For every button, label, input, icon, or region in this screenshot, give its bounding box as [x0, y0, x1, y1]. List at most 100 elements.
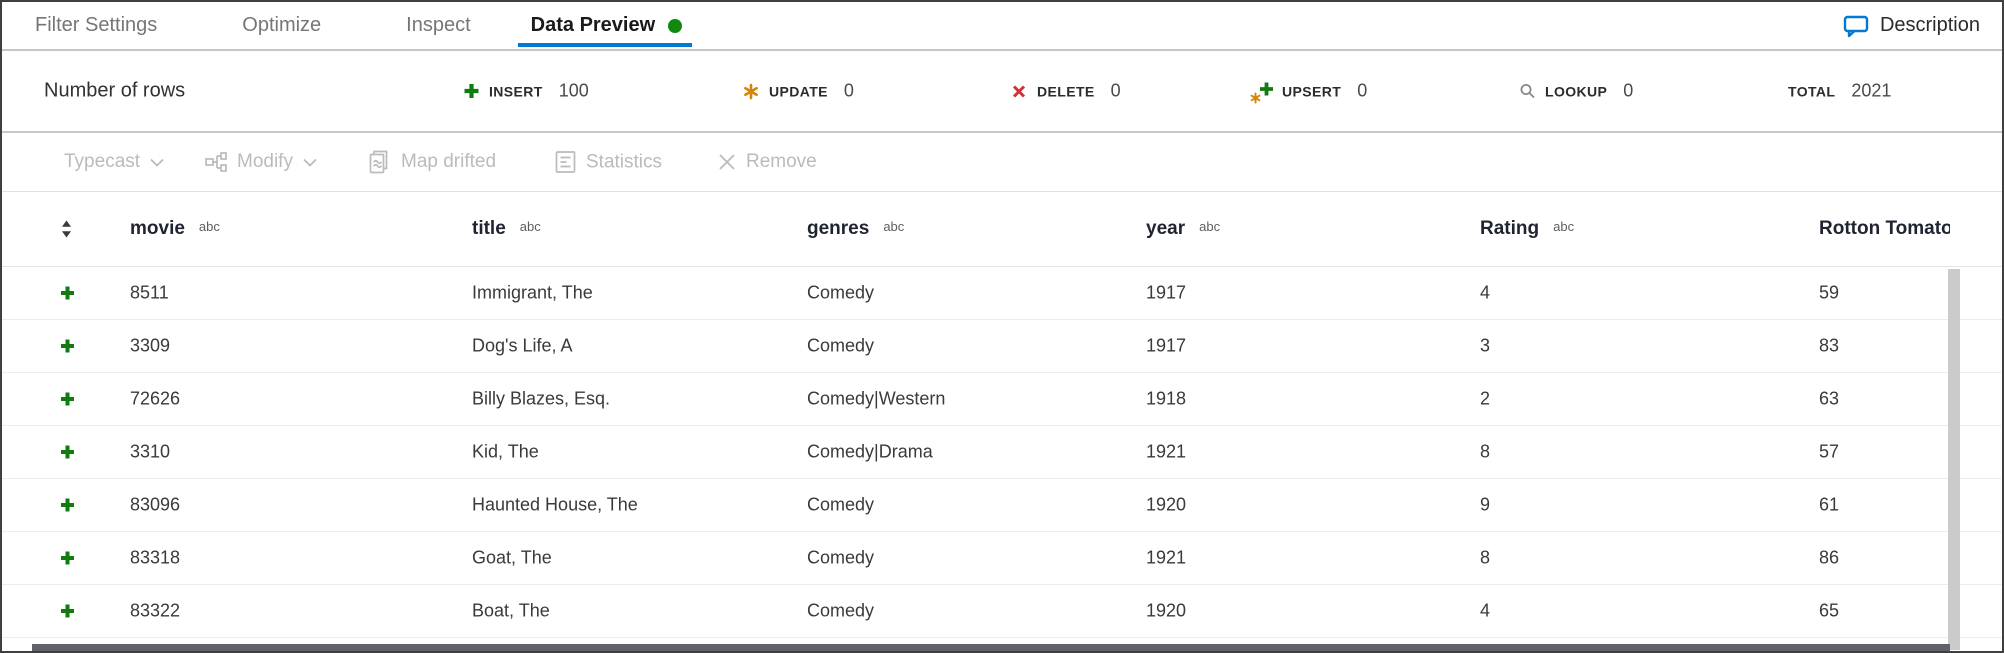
table-row: 3310 Kid, The Comedy|Drama 1921 8 57 [2, 426, 2002, 479]
map-drifted-label: Map drifted [401, 151, 497, 172]
cell-rating: 4 [1480, 282, 1491, 303]
column-header-movie[interactable]: movie abc [130, 218, 220, 239]
insert-plus-icon [462, 82, 480, 100]
cell-rotton: 86 [1819, 547, 1840, 568]
update-stat: UPDATE 0 [742, 81, 854, 102]
cell-rotton: 61 [1819, 494, 1840, 515]
insert-row-marker-icon [60, 445, 75, 460]
cell-year: 1921 [1146, 441, 1187, 462]
lookup-value: 0 [1623, 80, 1634, 101]
statistics-label: Statistics [586, 151, 663, 172]
delete-value: 0 [1110, 80, 1121, 101]
cell-genres: Comedy|Western [807, 388, 946, 409]
tab-filter-settings[interactable]: Filter Settings [35, 14, 158, 36]
insert-value: 100 [558, 80, 589, 101]
column-header-rating[interactable]: Rating abc [1480, 218, 1575, 239]
row-stats-bar: Number of rows INSERT 100 UPDATE 0 [2, 51, 2002, 133]
cell-title: Goat, The [472, 547, 552, 568]
cell-rotton: 65 [1819, 600, 1840, 621]
cell-movie: 83322 [130, 600, 181, 621]
tab-optimize[interactable]: Optimize [242, 14, 322, 36]
update-value: 0 [843, 80, 854, 101]
vertical-scrollbar[interactable] [1948, 269, 1960, 650]
insert-row-marker-icon [60, 498, 75, 513]
table-row: 83096 Haunted House, The Comedy 1920 9 6… [2, 479, 2002, 532]
table-row: 83318 Goat, The Comedy 1921 8 86 [2, 532, 2002, 585]
sort-control[interactable] [60, 220, 73, 239]
type-badge-abc: abc [883, 218, 905, 234]
cell-rotton: 57 [1819, 441, 1840, 462]
cell-title: Kid, The [472, 441, 539, 462]
cell-movie: 8511 [130, 282, 169, 303]
number-of-rows-label: Number of rows [44, 79, 186, 102]
update-label: UPDATE [769, 83, 828, 99]
remove-button[interactable]: Remove [718, 151, 817, 173]
remove-label: Remove [746, 151, 817, 172]
total-stat: TOTAL 2021 [1788, 81, 1891, 102]
cell-year: 1921 [1146, 547, 1187, 568]
typecast-button[interactable]: Typecast [64, 151, 164, 173]
upsert-label: UPSERT [1282, 83, 1342, 99]
chevron-down-icon [303, 158, 317, 167]
insert-stat: INSERT 100 [462, 81, 589, 102]
column-header-year[interactable]: year abc [1146, 218, 1221, 239]
branch-icon [205, 152, 227, 172]
cell-rating: 8 [1480, 441, 1491, 462]
cell-rating: 3 [1480, 335, 1491, 356]
cell-movie: 3309 [130, 335, 171, 356]
cell-rotton: 63 [1819, 388, 1840, 409]
update-asterisk-icon [742, 82, 760, 100]
insert-row-marker-icon [60, 286, 75, 301]
cell-rating: 8 [1480, 547, 1491, 568]
tab-data-preview[interactable]: Data Preview [517, 14, 693, 47]
sort-arrows-icon [62, 220, 71, 238]
table-row: 8511 Immigrant, The Comedy 1917 4 59 [2, 267, 2002, 320]
upsert-value: 0 [1357, 80, 1368, 101]
insert-row-marker-icon [60, 551, 75, 566]
table-header: movie abc title abc genres abc year abc … [2, 192, 2002, 267]
cell-genres: Comedy|Drama [807, 441, 933, 462]
column-header-genres[interactable]: genres abc [807, 218, 905, 239]
cell-year: 1917 [1146, 335, 1187, 356]
description-button[interactable]: Description [1843, 14, 1980, 38]
type-badge-abc: abc [198, 218, 220, 234]
tab-inspect[interactable]: Inspect [406, 14, 471, 36]
cell-movie: 83096 [130, 494, 181, 515]
cell-title: Billy Blazes, Esq. [472, 388, 611, 409]
type-badge-abc: abc [1553, 218, 1575, 234]
lookup-magnifier-icon [1518, 82, 1536, 100]
lookup-stat: LOOKUP 0 [1518, 81, 1633, 102]
column-header-rotton-tomato[interactable]: Rotton Tomato [1819, 218, 1950, 239]
cell-genres: Comedy [807, 282, 875, 303]
cell-year: 1920 [1146, 600, 1187, 621]
cell-genres: Comedy [807, 600, 875, 621]
tab-data-preview-label: Data Preview [530, 14, 656, 36]
table-body: 8511 Immigrant, The Comedy 1917 4 59 330… [2, 267, 2002, 638]
map-drifted-button[interactable]: Map drifted [368, 150, 496, 174]
cell-movie: 72626 [130, 388, 181, 409]
tab-bar: Filter Settings Optimize Inspect Data Pr… [2, 2, 2002, 51]
column-header-title[interactable]: title abc [472, 218, 541, 239]
type-badge-abc: abc [519, 218, 541, 234]
cell-title: Haunted House, The [472, 494, 638, 515]
typecast-label: Typecast [64, 151, 141, 172]
drifted-document-icon [368, 150, 391, 174]
horizontal-scrollbar[interactable] [32, 644, 1950, 651]
description-label: Description [1879, 14, 1980, 36]
cell-rotton: 83 [1819, 335, 1840, 356]
delete-label: DELETE [1037, 83, 1095, 99]
cell-genres: Comedy [807, 547, 875, 568]
modify-button[interactable]: Modify [205, 151, 317, 173]
cell-movie: 83318 [130, 547, 181, 568]
cell-rating: 4 [1480, 600, 1491, 621]
upsert-plus-asterisk-icon [1250, 81, 1274, 103]
upsert-stat: UPSERT 0 [1250, 80, 1368, 103]
table-row: 3309 Dog's Life, A Comedy 1917 3 83 [2, 320, 2002, 373]
cell-genres: Comedy [807, 494, 875, 515]
chevron-down-icon [150, 158, 164, 167]
statistics-button[interactable]: Statistics [555, 151, 662, 174]
insert-row-marker-icon [60, 339, 75, 354]
cell-genres: Comedy [807, 335, 875, 356]
cell-rotton: 59 [1819, 282, 1840, 303]
